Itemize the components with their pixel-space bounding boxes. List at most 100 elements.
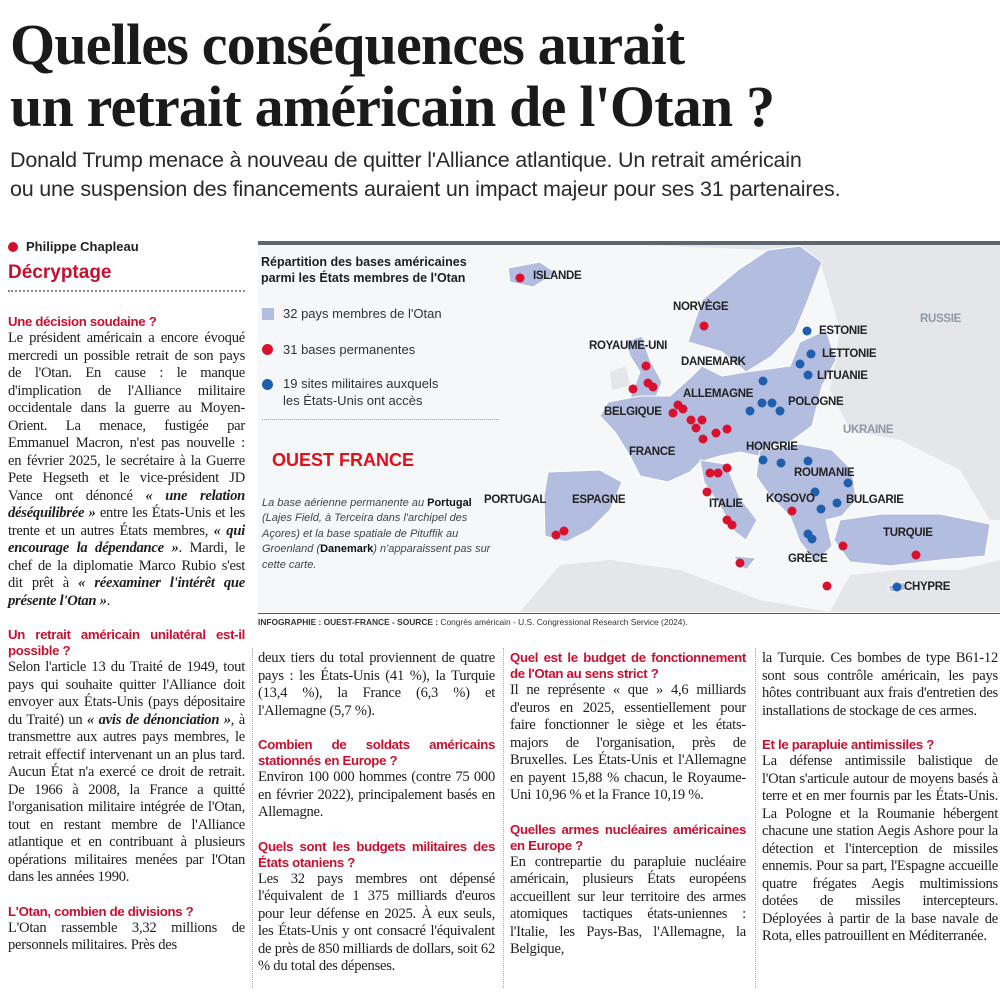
answer-paragraph: Environ 100 000 hommes (contre 75 000 en… [258, 769, 495, 820]
ireland [610, 366, 630, 390]
answer-paragraph: deux tiers du total proviennent de quatr… [258, 650, 495, 719]
question-heading: Une décision soudaine ? [8, 314, 157, 329]
divider [8, 290, 245, 292]
quote: « avis de dénonciation » [87, 711, 231, 728]
answer-paragraph: la Turquie. Ces bombes de type B61-12 so… [762, 650, 998, 719]
military-site-marker [767, 398, 777, 408]
nordics [687, 245, 823, 373]
rubric-label: Décryptage [8, 262, 112, 283]
permanent-base-marker [822, 581, 832, 591]
permanent-base-marker [735, 558, 745, 568]
standfirst-line-2: ou une suspension des financements aurai… [10, 177, 841, 201]
nato-map: ISLANDE NORVÈGE ROYAUME-UNI DANEMARK ALL… [258, 245, 1000, 612]
map-title-line-1: Répartition des bases américaines [261, 255, 467, 269]
map-title-line-2: parmi les États membres de l'Otan [261, 271, 466, 285]
permanent-base-marker [713, 468, 723, 478]
label-danemark: DANEMARK [681, 356, 746, 368]
question-heading: Un retrait américain unilatéral est-il p… [8, 627, 245, 658]
military-site-marker [803, 370, 813, 380]
map-top-rule [258, 241, 1000, 245]
permanent-base-marker [686, 415, 696, 425]
answer-paragraph: Il ne représente « que » 4,6 milliards d… [510, 682, 746, 803]
label-hongrie: HONGRIE [746, 441, 798, 453]
answer-paragraph: La défense antimissile balistique de l'O… [762, 753, 998, 944]
label-italie: ITALIE [709, 498, 743, 510]
text: . [106, 592, 111, 609]
text: ) n'apparaissent pas sur cette carte. [262, 543, 491, 571]
europe-map-svg [507, 245, 1000, 612]
military-site-marker [803, 456, 813, 466]
permanent-base-marker [838, 541, 848, 551]
text: Selon l'article 13 du Traité de 1949, to… [8, 659, 245, 728]
military-site-marker [745, 406, 755, 416]
military-site-marker [802, 326, 812, 336]
label-belgique: BELGIQUE [604, 406, 662, 418]
watermark-ouest-france: OUEST FRANCE [272, 450, 415, 470]
permanent-base-marker [911, 550, 921, 560]
permanent-base-marker [698, 434, 708, 444]
legend-blue-dot-icon [262, 379, 273, 390]
label-chypre: CHYPRE [904, 581, 951, 593]
military-site-marker [758, 455, 768, 465]
label-roumanie: ROUMANIE [794, 467, 855, 479]
text: La base aérienne permanente au [262, 497, 428, 509]
military-site-marker [775, 406, 785, 416]
permanent-base-marker [648, 382, 658, 392]
label-espagne: ESPAGNE [572, 494, 626, 506]
military-site-marker [892, 582, 902, 592]
label-islande: ISLANDE [533, 270, 582, 282]
text: Le président américain a encore évoqué m… [8, 330, 245, 504]
military-site-marker [757, 398, 767, 408]
legend-member-swatch-icon [262, 308, 274, 320]
label-russie: RUSSIE [920, 313, 962, 325]
legend-members: 32 pays membres de l'Otan [283, 306, 442, 321]
military-site-marker [807, 534, 817, 544]
quote: « réexaminer l'intérêt que présente l'Ot… [8, 575, 245, 609]
legend-sites: 19 sites militaires auxquels les États-U… [283, 375, 438, 409]
permanent-base-marker [628, 384, 638, 394]
military-site-marker [776, 458, 786, 468]
permanent-base-marker [711, 428, 721, 438]
label-estonie: ESTONIE [819, 325, 868, 337]
bullet-dot-icon [8, 242, 18, 252]
column-divider [252, 648, 253, 988]
article-column-4: la Turquie. Ces bombes de type B61-12 so… [762, 650, 998, 946]
quote: « qui encourage la dépendance » [8, 522, 246, 557]
headline: Quelles conséquences aurait un retrait a… [10, 14, 995, 138]
military-site-marker [810, 487, 820, 497]
map-credit: INFOGRAPHIE : OUEST-FRANCE - SOURCE : Co… [258, 617, 688, 627]
permanent-base-marker [678, 404, 688, 414]
quote: « une relation déséquilibrée » [8, 487, 245, 522]
column-divider [503, 648, 504, 988]
permanent-base-marker [705, 468, 715, 478]
column-divider [755, 648, 756, 988]
permanent-base-marker [722, 463, 732, 473]
question-heading: Quels sont les budgets militaires des Ét… [258, 838, 495, 870]
answer-paragraph: En contrepartie du parapluie nucléaire a… [510, 853, 746, 958]
question-heading: Et le parapluie antimissiles ? [762, 737, 935, 752]
text: entre les États-Unis et les trente et un… [8, 505, 245, 539]
text: Portugal [427, 497, 472, 509]
text: , à transmettre aux autres pays membres,… [8, 711, 245, 886]
question-heading: L'Otan, combien de divisions ? [8, 903, 194, 919]
permanent-base-marker [722, 424, 732, 434]
label-kosovo: KOSOVO [766, 493, 815, 505]
permanent-base-marker [515, 273, 525, 283]
author-name: Philippe Chapleau [26, 239, 139, 254]
permanent-base-marker [641, 361, 651, 371]
balkans [755, 443, 857, 563]
military-site-marker [816, 504, 826, 514]
credit-source: Congrès américain - U.S. Congressional R… [438, 617, 688, 627]
answer-paragraph: Selon l'article 13 du Traité de 1949, to… [8, 659, 245, 887]
article-column-3: Quel est le budget de fonctionnement de … [510, 650, 746, 959]
label-portugal: PORTUGAL [484, 494, 547, 506]
permanent-base-marker [668, 408, 678, 418]
credit-rule [258, 613, 1000, 614]
map-title: Répartition des bases américaines parmi … [261, 254, 467, 286]
legend-divider [262, 419, 499, 420]
answer-paragraph: Les 32 pays membres ont dépensé l'équiva… [258, 870, 495, 975]
military-site-marker [843, 478, 853, 488]
byline: Philippe Chapleau [8, 239, 139, 254]
article-column-1: Une décision soudaine ? Le président amé… [8, 314, 245, 955]
text: (Lajes Field, à Terceira dans l'archipel… [262, 512, 468, 556]
